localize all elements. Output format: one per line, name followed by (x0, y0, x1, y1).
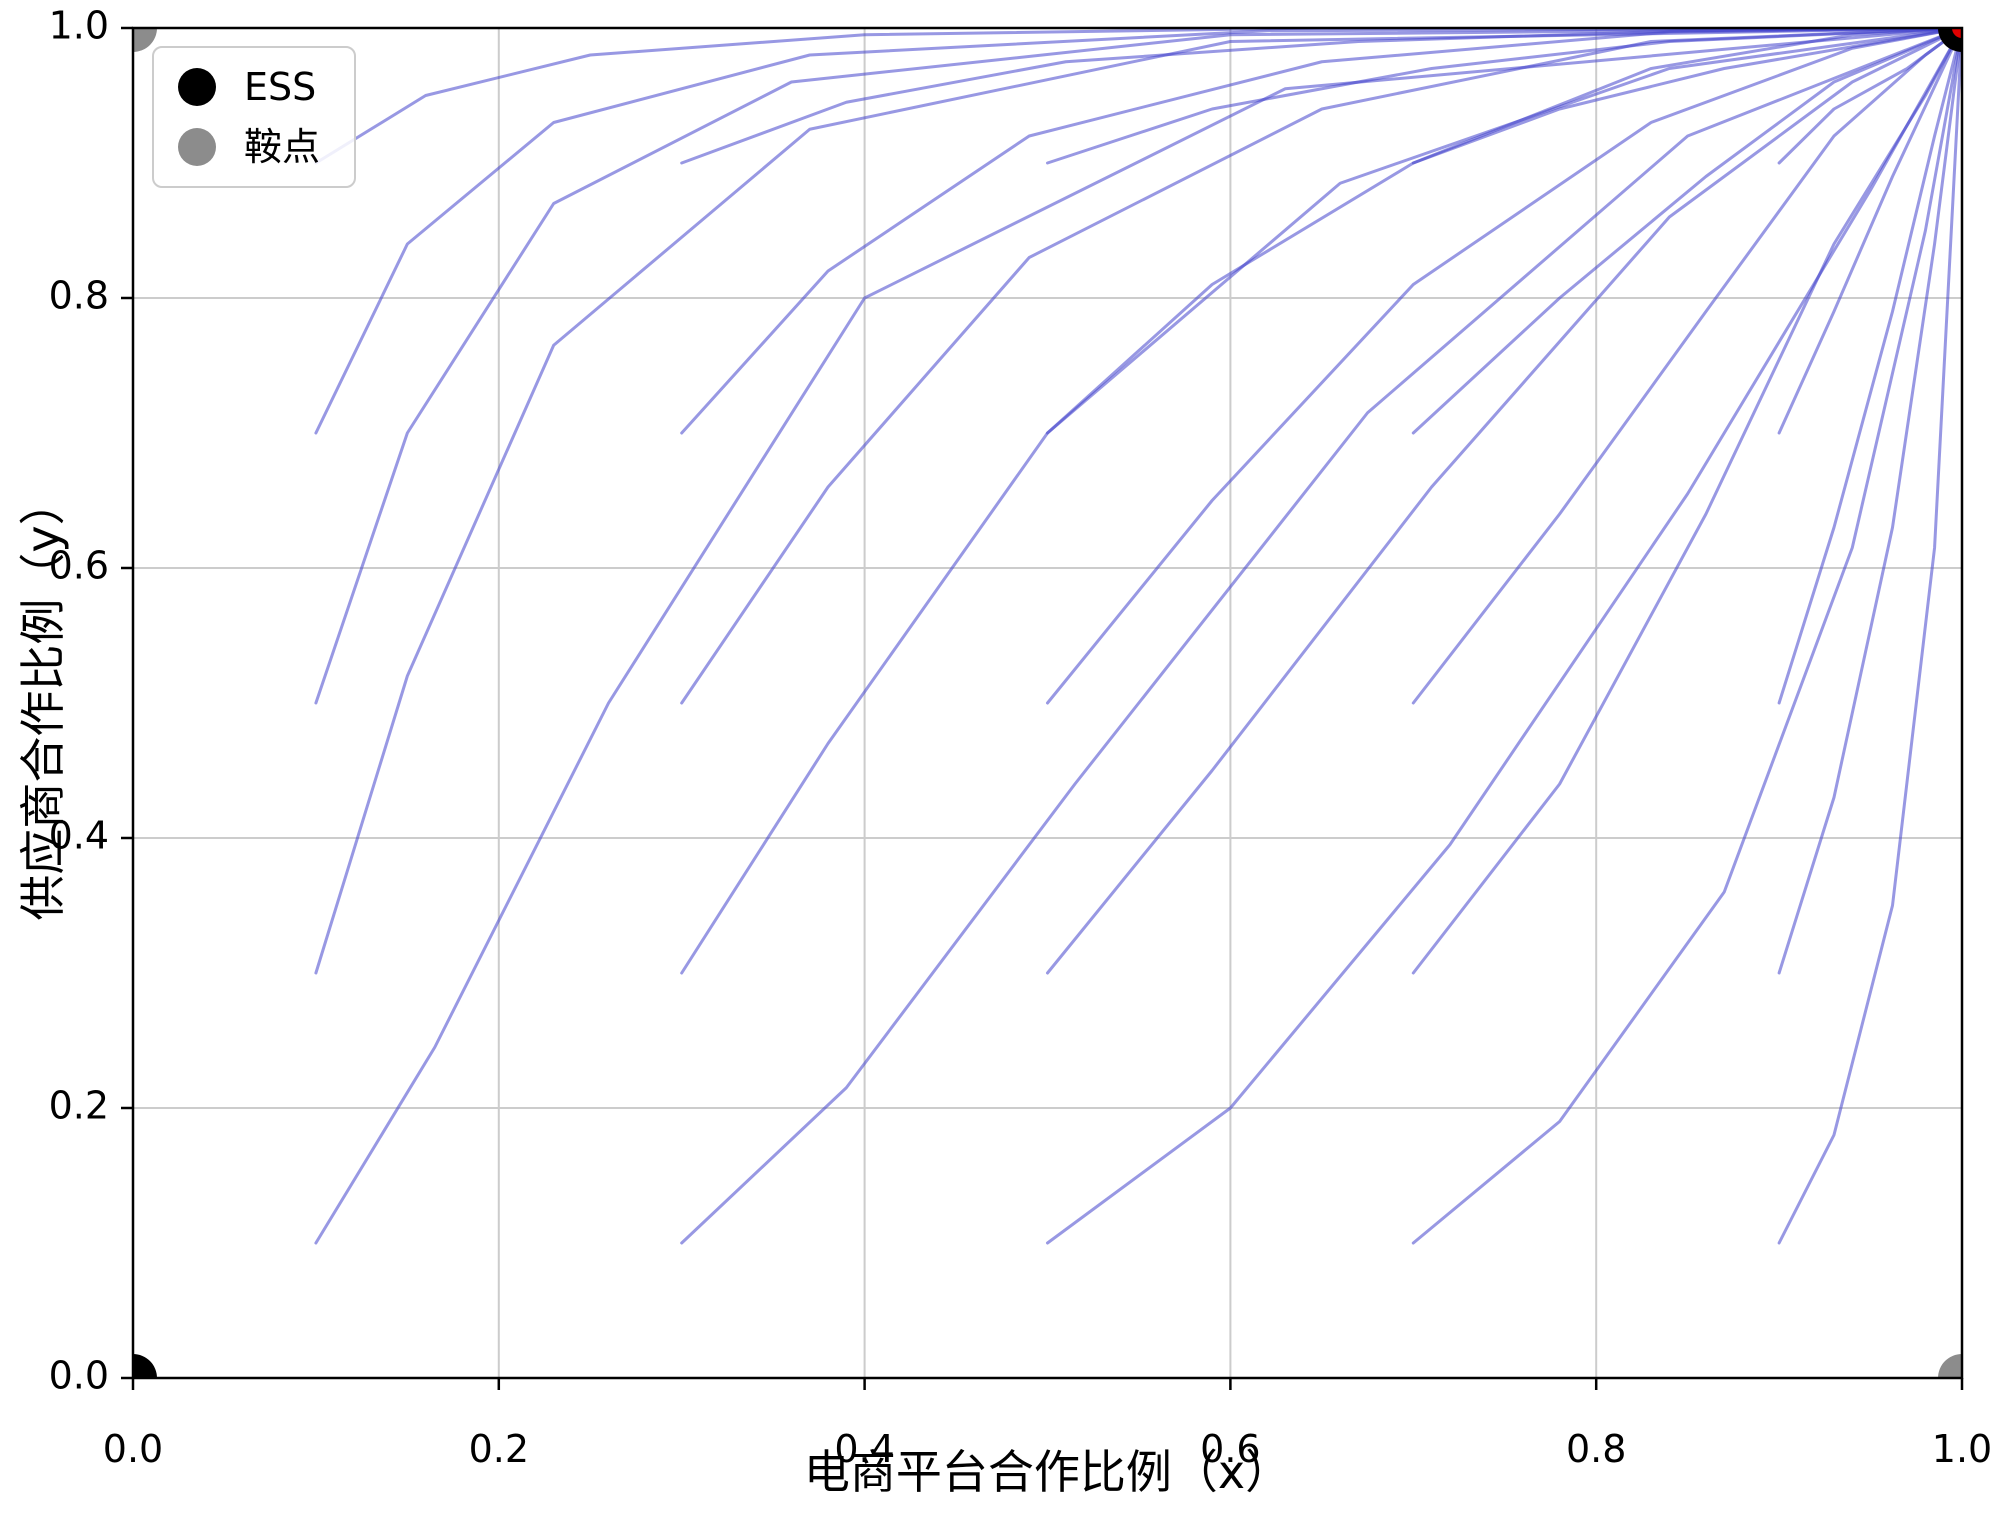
trajectories-group (314, 28, 1962, 1245)
svg-text:1.0: 1.0 (49, 4, 109, 48)
legend-label-ess: ESS (244, 65, 317, 109)
ess-point-marker (133, 1354, 157, 1378)
trajectory-line (1777, 28, 1962, 435)
trajectory-line (680, 28, 1962, 1245)
axes-frame (131, 26, 1964, 1380)
svg-text:0.0: 0.0 (103, 1427, 163, 1471)
svg-text:1.0: 1.0 (1932, 1427, 1992, 1471)
trajectory-line (1046, 28, 1962, 165)
legend-label-saddle: 鞍点 (244, 125, 321, 169)
trajectory-line (314, 28, 1962, 165)
trajectory-line (314, 28, 1962, 1245)
trajectory-line (680, 28, 1962, 165)
svg-text:0.4: 0.4 (834, 1427, 894, 1471)
tick-labels: 0.0 0.2 0.4 0.6 0.8 1.0 0.0 0.2 0.4 0.6 0.8 1.0 (49, 4, 1993, 1472)
legend: ESS 鞍点 (152, 46, 357, 188)
trajectory-line (1411, 28, 1962, 975)
ess-marker-icon (178, 68, 216, 106)
saddle-marker-icon (178, 128, 216, 166)
x-axis-label: 电商平台合作比例（x） (803, 1445, 1292, 1499)
trajectory-line (1411, 28, 1962, 1245)
saddle-point-marker (133, 28, 157, 52)
svg-text:0.4: 0.4 (49, 814, 109, 858)
legend-item-saddle: 鞍点 (178, 128, 320, 166)
svg-text:0.2: 0.2 (49, 1084, 109, 1128)
y-axis-label: 供应商合作比例（y） (16, 479, 70, 921)
trajectory-line (1777, 28, 1962, 1245)
trajectory-line (1046, 28, 1962, 1245)
axis-ticks (121, 26, 1964, 1390)
svg-text:0.2: 0.2 (469, 1427, 529, 1471)
trajectory-line (314, 28, 1962, 975)
svg-text:0.0: 0.0 (49, 1354, 109, 1398)
svg-text:0.6: 0.6 (49, 544, 109, 588)
trajectory-line (1777, 28, 1962, 165)
trajectory-line (1777, 28, 1962, 975)
trajectory-line (1777, 28, 1962, 705)
svg-text:0.8: 0.8 (49, 274, 109, 318)
highlight-point-marker (1952, 28, 1962, 38)
trajectory-line (314, 28, 1962, 435)
svg-text:0.8: 0.8 (1566, 1427, 1626, 1471)
trajectory-line (680, 28, 1962, 975)
saddle-point-marker (1938, 1354, 1962, 1378)
svg-text:0.6: 0.6 (1200, 1427, 1260, 1471)
trajectory-line (1046, 28, 1962, 975)
trajectory-line (314, 28, 1962, 705)
legend-item-ess: ESS (178, 68, 320, 106)
trajectory-line (1411, 28, 1962, 165)
equilibrium-markers (133, 28, 1962, 1378)
trajectory-line (1411, 28, 1962, 435)
